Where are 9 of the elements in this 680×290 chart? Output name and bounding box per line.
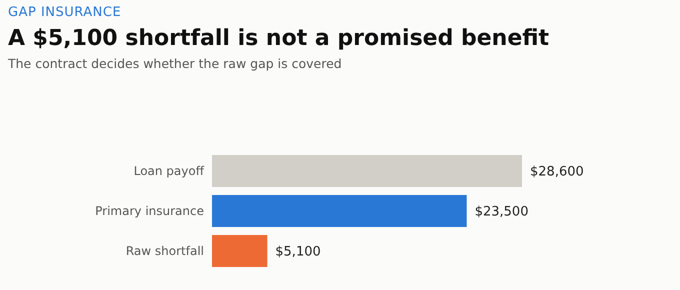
y-tick-label: Loan payoff bbox=[134, 164, 205, 178]
text: GAP INSURANCE bbox=[8, 5, 122, 20]
y-tick-label: Primary insurance bbox=[95, 204, 204, 218]
chart-title: A $5,100 shortfall is not a promised benefit bbox=[8, 26, 550, 51]
chart-subtitle: The contract decides whether the raw gap is covered bbox=[7, 56, 342, 71]
data-label: $28,600 bbox=[530, 164, 584, 180]
y-tick-label: Raw shortfall bbox=[126, 244, 204, 258]
data-label: $23,500 bbox=[474, 204, 528, 220]
data-label: $5,100 bbox=[275, 244, 321, 260]
